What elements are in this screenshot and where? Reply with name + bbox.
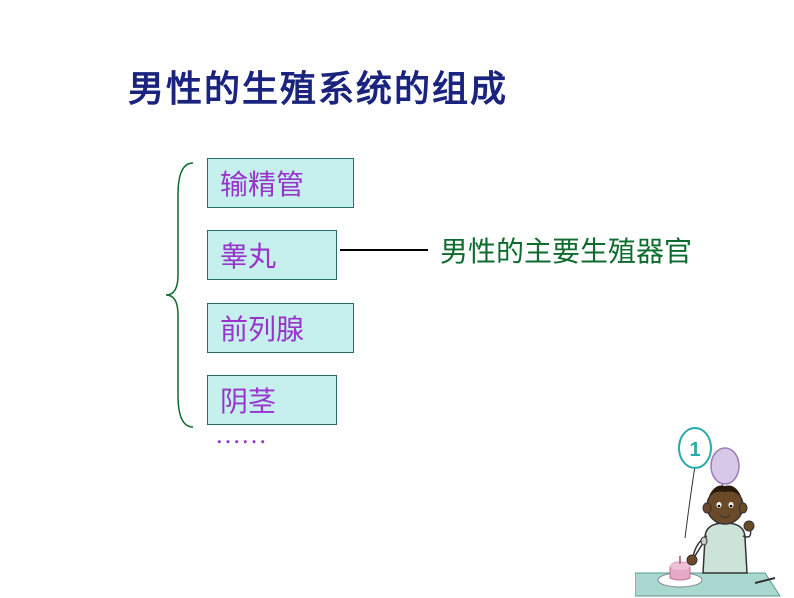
annotation-text: 男性的主要生殖器官 bbox=[440, 230, 692, 270]
item-box-2: 睾丸 bbox=[207, 230, 337, 280]
ellipsis-text: …… bbox=[215, 420, 267, 450]
item-box-4: 阴茎 bbox=[207, 375, 337, 425]
item-box-1: 输精管 bbox=[207, 158, 354, 208]
connector-line bbox=[340, 249, 428, 251]
item-box-3: 前列腺 bbox=[207, 303, 354, 353]
page-title: 男性的生殖系统的组成 bbox=[128, 60, 508, 112]
item-label: 输精管 bbox=[220, 170, 304, 201]
item-label: 阴茎 bbox=[220, 387, 276, 418]
item-label: 睾丸 bbox=[220, 242, 276, 273]
item-label: 前列腺 bbox=[220, 315, 304, 346]
brace-icon bbox=[158, 155, 198, 435]
svg-text:1: 1 bbox=[689, 439, 700, 461]
child-illustration-icon: 1 bbox=[635, 418, 794, 598]
